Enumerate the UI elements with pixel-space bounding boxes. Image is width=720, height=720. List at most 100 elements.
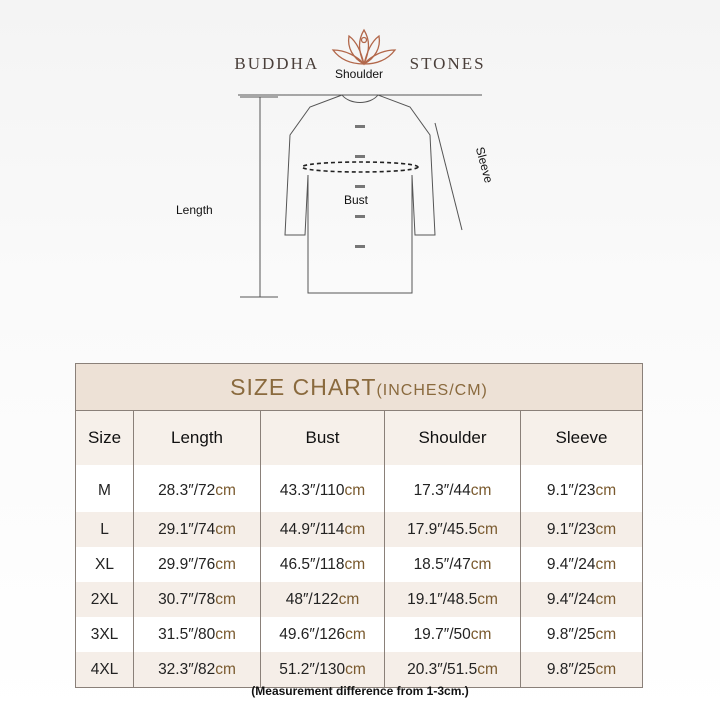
cell-value: 9.4″/24 <box>546 555 596 573</box>
table-row: 4XL 32.3″/82cm 51.2″/130cm 20.3″/51.5cm 9.8″… <box>75 652 643 688</box>
cell-value: 4XL <box>90 660 119 678</box>
cell-sleeve: 9.4″/24cm <box>520 547 643 582</box>
cell-shoulder: 18.5″/47cm <box>384 547 521 582</box>
cell-sleeve: 9.4″/24cm <box>520 582 643 617</box>
header-bust: Bust <box>260 410 385 465</box>
table-row: XL 29.9″/76cm 46.5″/118cm 18.5″/47cm 9.4″/24… <box>75 547 643 582</box>
size-chart-table: SIZE CHART(INCHES/CM) Size Length Bust S… <box>75 363 643 688</box>
cell-bust: 48″/122cm <box>260 582 385 617</box>
measurement-note: (Measurement difference from 1-3cm.) <box>251 684 469 698</box>
cell-value: 17.9″/45.5 <box>407 520 478 538</box>
header-shoulder: Shoulder <box>384 410 521 465</box>
cell-length: 29.9″/76cm <box>133 547 261 582</box>
cell-value: 49.6″/126 <box>279 625 346 643</box>
header-length: Length <box>133 410 261 465</box>
unit-label: cm <box>215 590 236 608</box>
cell-value: 2XL <box>90 590 119 608</box>
cell-value: 19.1″/48.5 <box>407 590 478 608</box>
cell-value: 9.1″/23 <box>546 482 596 499</box>
cell-length: 31.5″/80cm <box>133 617 261 652</box>
table-row: 2XL 30.7″/78cm 48″/122cm 19.1″/48.5cm 9.4″/2… <box>75 582 643 617</box>
cell-value: 9.8″/25 <box>546 660 596 678</box>
unit-label: cm <box>595 555 617 573</box>
unit-label: cm <box>345 660 366 678</box>
cell-size: L <box>75 512 134 547</box>
unit-label: cm <box>215 625 236 643</box>
cell-size: 3XL <box>75 617 134 652</box>
cell-value: 20.3″/51.5 <box>407 660 478 678</box>
cell-bust: 51.2″/130cm <box>260 652 385 688</box>
cell-value: 19.7″/50 <box>413 625 471 643</box>
cell-value: 28.3″/72 <box>158 482 216 499</box>
cell-size: XL <box>75 547 134 582</box>
table-row: L 29.1″/74cm 44.9″/114cm 17.9″/45.5cm 9.1″/2… <box>75 512 643 547</box>
cell-value: 9.8″/25 <box>546 625 596 643</box>
cell-sleeve: 9.8″/25cm <box>520 617 643 652</box>
unit-label: cm <box>215 520 236 538</box>
unit-label: cm <box>338 590 360 608</box>
cell-length: 32.3″/82cm <box>133 652 261 688</box>
cell-bust: 46.5″/118cm <box>260 547 385 582</box>
cell-shoulder: 19.7″/50cm <box>384 617 521 652</box>
unit-label: cm <box>477 590 498 608</box>
cell-value: 3XL <box>90 625 119 643</box>
unit-label: cm <box>595 660 617 678</box>
cell-size: M <box>75 465 134 512</box>
unit-label: cm <box>595 590 617 608</box>
brand-right: STONES <box>409 54 486 74</box>
lotus-icon <box>332 28 397 66</box>
length-label: Length <box>176 203 213 217</box>
unit-label: cm <box>344 482 366 499</box>
cell-value: 30.7″/78 <box>158 590 216 608</box>
unit-label: cm <box>595 482 617 499</box>
unit-label: cm <box>477 520 498 538</box>
unit-label: cm <box>345 625 366 643</box>
cell-value: 31.5″/80 <box>158 625 216 643</box>
unit-label: cm <box>215 660 236 678</box>
brand-logo: BUDDHA STONES <box>0 28 720 74</box>
unit-label: cm <box>215 555 236 573</box>
cell-value: M <box>98 482 111 499</box>
header-sleeve: Sleeve <box>520 410 643 465</box>
cell-value: 18.5″/47 <box>413 555 471 573</box>
cell-shoulder: 20.3″/51.5cm <box>384 652 521 688</box>
header-size: Size <box>75 410 134 465</box>
unit-label: cm <box>344 520 366 538</box>
table-row: 3XL 31.5″/80cm 49.6″/126cm 19.7″/50cm 9.8″/2… <box>75 617 643 652</box>
cell-value: 32.3″/82 <box>158 660 216 678</box>
cell-bust: 43.3″/110cm <box>260 465 385 512</box>
cell-value: 44.9″/114 <box>279 520 345 538</box>
cell-length: 28.3″/72cm <box>133 465 261 512</box>
unit-label: cm <box>470 482 492 499</box>
cell-value: L <box>100 520 109 538</box>
cell-length: 29.1″/74cm <box>133 512 261 547</box>
cell-value: 9.4″/24 <box>546 590 596 608</box>
cell-bust: 49.6″/126cm <box>260 617 385 652</box>
cell-value: 48″/122 <box>285 590 339 608</box>
unit-label: cm <box>215 482 236 499</box>
cell-size: 4XL <box>75 652 134 688</box>
unit-label: cm <box>595 625 617 643</box>
cell-sleeve: 9.8″/25cm <box>520 652 643 688</box>
cell-value: 46.5″/118 <box>279 555 345 573</box>
bust-label: Bust <box>344 193 369 207</box>
cell-value: 9.1″/23 <box>546 520 596 538</box>
cell-sleeve: 9.1″/23cm <box>520 465 643 512</box>
unit-label: cm <box>470 555 492 573</box>
cell-length: 30.7″/78cm <box>133 582 261 617</box>
unit-label: cm <box>344 555 366 573</box>
unit-label: cm <box>595 520 617 538</box>
cell-value: 29.9″/76 <box>158 555 216 573</box>
cell-shoulder: 17.9″/45.5cm <box>384 512 521 547</box>
cell-value: 51.2″/130 <box>279 660 346 678</box>
shirt-diagram <box>238 94 482 298</box>
cell-shoulder: 17.3″/44cm <box>384 465 521 512</box>
shoulder-label: Shoulder <box>335 67 384 81</box>
title-unit: (INCHES/CM) <box>376 381 488 399</box>
title-text: SIZE CHART <box>230 373 377 400</box>
cell-value: 17.3″/44 <box>413 482 471 499</box>
cell-value: 43.3″/110 <box>279 482 345 499</box>
cell-bust: 44.9″/114cm <box>260 512 385 547</box>
cell-sleeve: 9.1″/23cm <box>520 512 643 547</box>
shirt-outline <box>284 94 436 294</box>
